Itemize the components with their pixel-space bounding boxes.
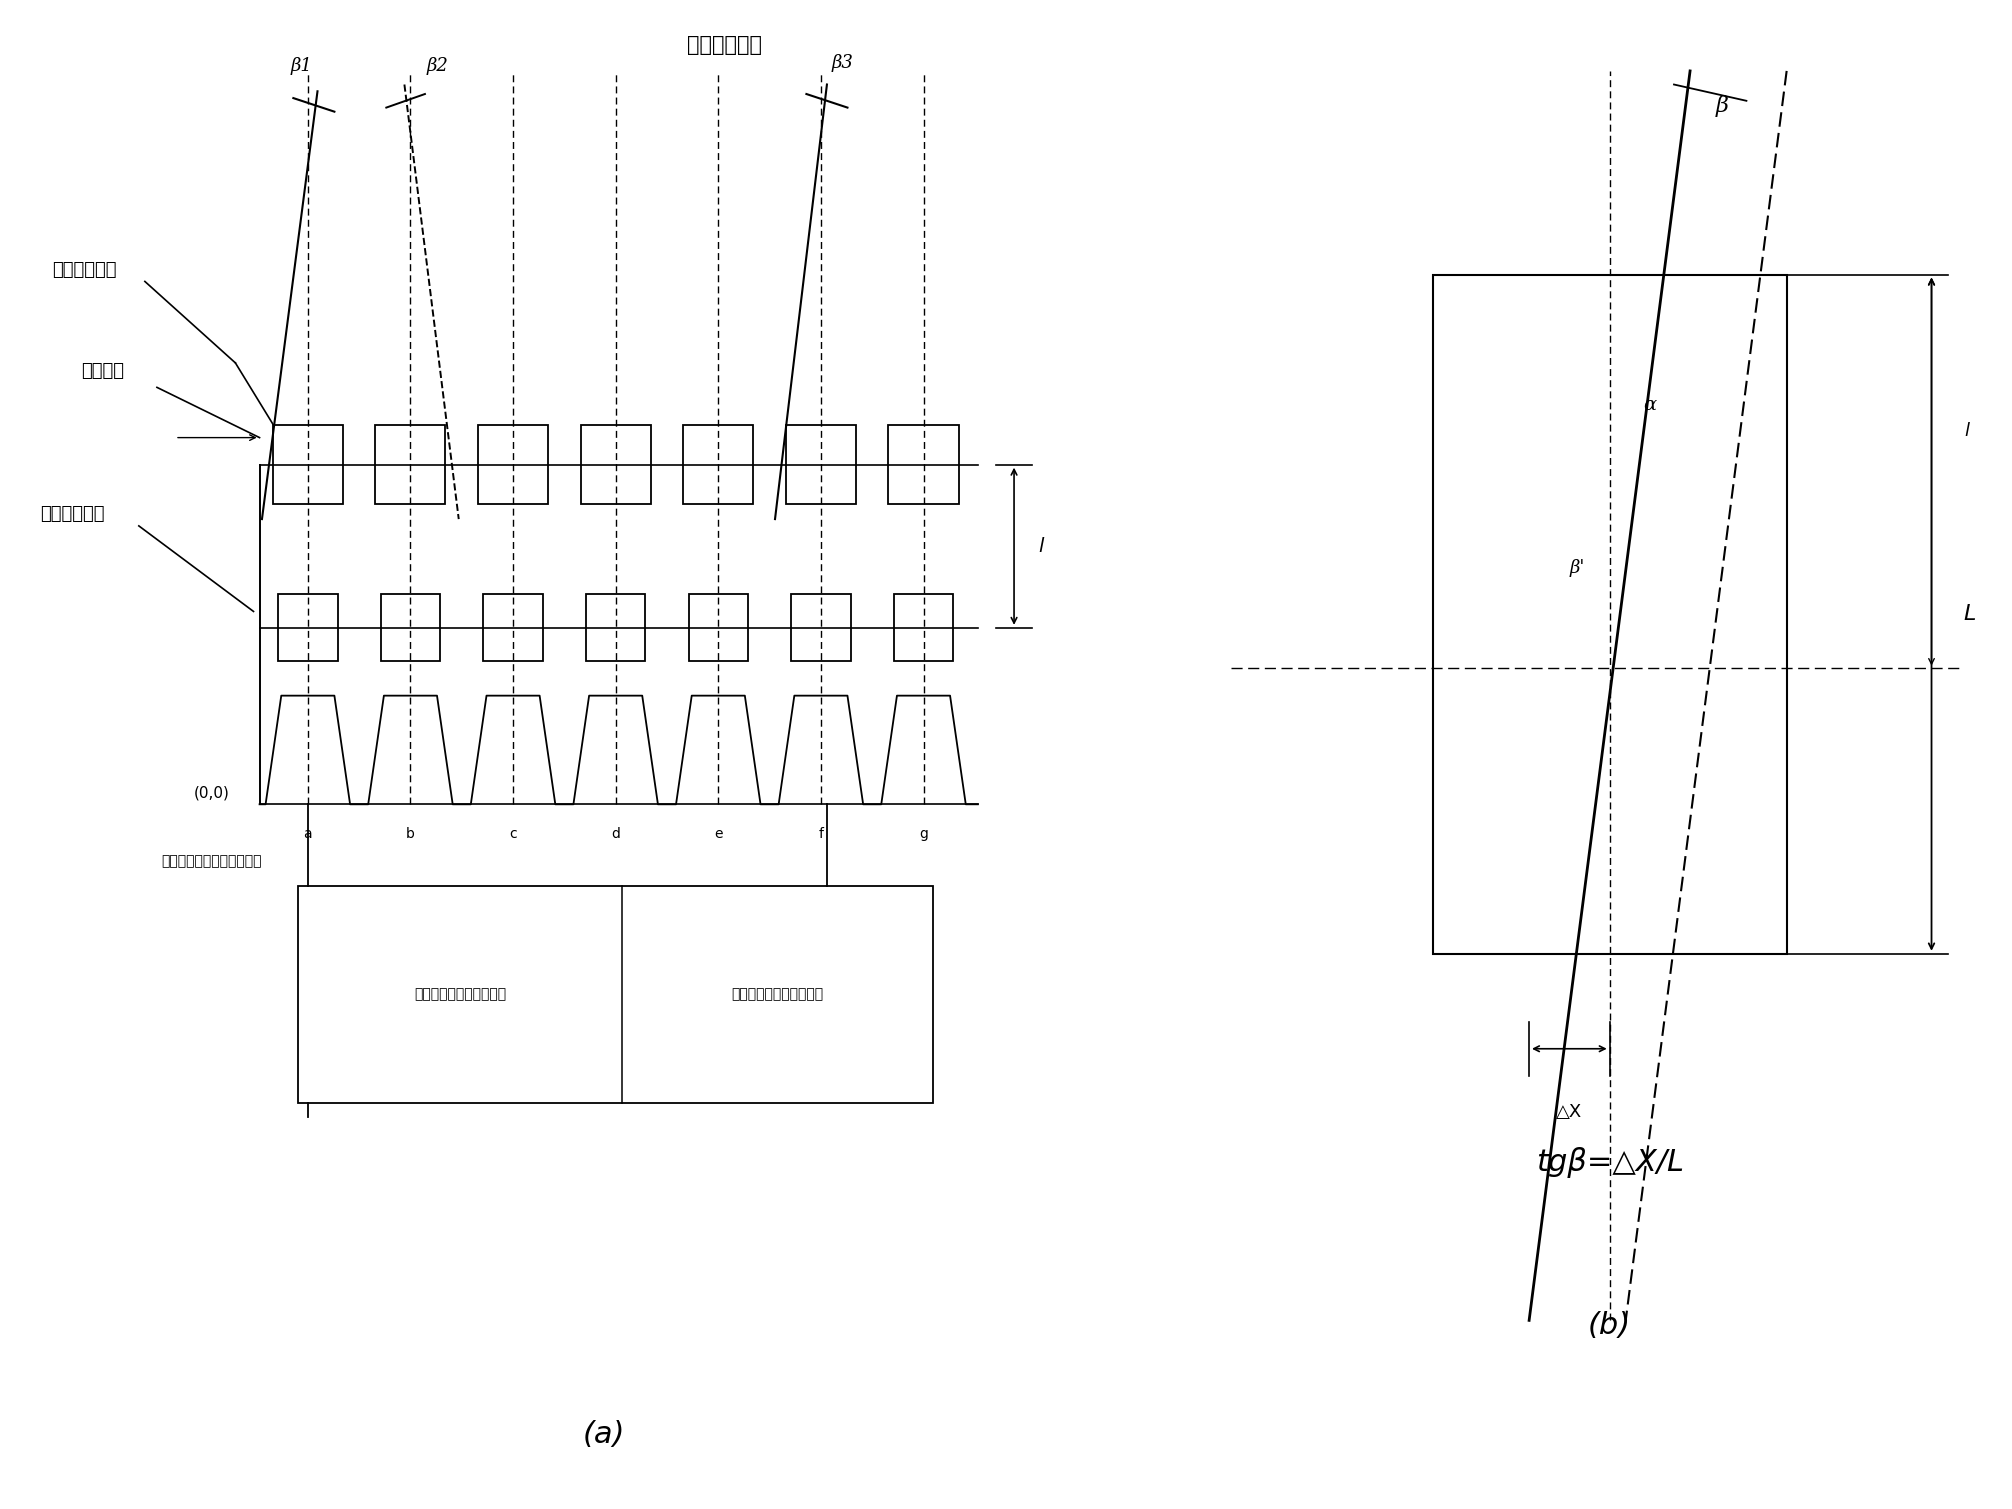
- Text: β3: β3: [831, 54, 853, 72]
- Text: d: d: [612, 827, 620, 841]
- Bar: [791, 595, 851, 661]
- Text: (b): (b): [1587, 1311, 1632, 1340]
- Text: c: c: [509, 827, 517, 841]
- Text: β2: β2: [427, 57, 449, 75]
- Bar: [787, 426, 855, 504]
- Bar: [376, 426, 445, 504]
- Bar: [483, 595, 543, 661]
- Text: e: e: [714, 827, 722, 841]
- Bar: [893, 595, 954, 661]
- Text: L: L: [1964, 604, 1976, 625]
- Text: 移动法拉第杯中心线位置: 移动法拉第杯中心线位置: [732, 987, 823, 1002]
- Bar: [479, 426, 547, 504]
- Bar: [1433, 275, 1787, 954]
- Text: α: α: [1644, 397, 1656, 415]
- Text: 移动法拉第杯: 移动法拉第杯: [52, 261, 117, 279]
- Text: △X: △X: [1555, 1103, 1583, 1121]
- Bar: [585, 595, 646, 661]
- Text: (0,0): (0,0): [193, 786, 229, 800]
- Bar: [688, 595, 748, 661]
- Bar: [889, 426, 958, 504]
- Text: $l$: $l$: [1964, 423, 1970, 439]
- Text: 角度法拉第杯: 角度法拉第杯: [40, 506, 105, 524]
- Text: β': β': [1569, 560, 1585, 578]
- Text: tgβ=△X/L: tgβ=△X/L: [1535, 1147, 1684, 1179]
- Bar: [380, 595, 441, 661]
- Bar: [684, 426, 752, 504]
- Bar: [581, 426, 650, 504]
- Text: (a): (a): [581, 1420, 626, 1449]
- Text: β: β: [1716, 95, 1728, 116]
- Text: β1: β1: [292, 57, 312, 75]
- Bar: [274, 426, 342, 504]
- Text: 移动法拉第杯参考原始位置: 移动法拉第杯参考原始位置: [161, 854, 262, 868]
- Bar: [278, 595, 338, 661]
- Text: $l$: $l$: [1038, 537, 1046, 555]
- Text: g: g: [919, 827, 928, 841]
- Text: f: f: [819, 827, 823, 841]
- Text: a: a: [304, 827, 312, 841]
- Text: 平行束线方向: 平行束线方向: [686, 35, 763, 54]
- Bar: [298, 886, 934, 1103]
- Text: b: b: [406, 827, 414, 841]
- Text: 束流强度: 束流强度: [80, 362, 125, 380]
- Text: 角度法拉第杯中心线位置: 角度法拉第杯中心线位置: [414, 987, 505, 1002]
